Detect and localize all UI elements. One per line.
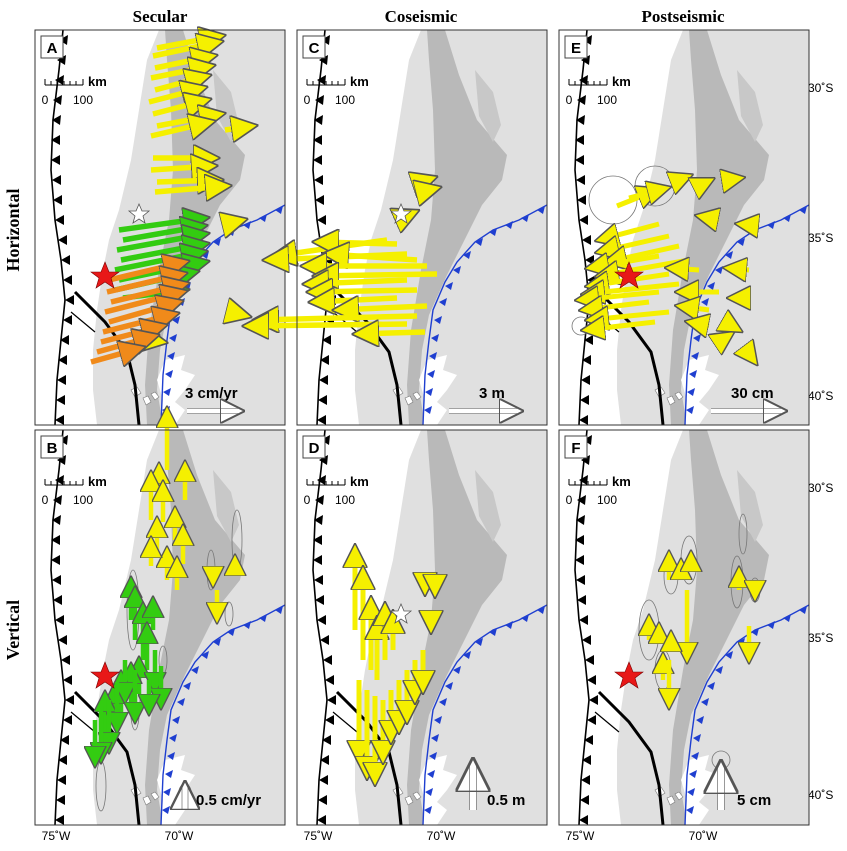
row-title-vertical: Vertical	[3, 600, 23, 660]
scale-max: 100	[73, 493, 93, 507]
scale-zero: 0	[42, 493, 49, 507]
lat-label-40s: 40˚S	[808, 788, 833, 802]
lon-label-75w: 75˚W	[42, 829, 71, 843]
column-title-secular: Secular	[133, 7, 188, 26]
panel-id-label: B	[47, 440, 58, 457]
scale-unit: km	[612, 474, 631, 489]
postseismic-horizontal-vectors	[579, 176, 759, 362]
lon-label-75w: 75˚W	[566, 829, 595, 843]
reference-site-icon	[127, 202, 151, 224]
panel-id-box	[302, 35, 326, 59]
reference-vector-label: 3 cm/yr	[185, 385, 238, 402]
km-scale-bar: km 0 100	[304, 474, 369, 507]
vertical-velocity-vectors	[95, 410, 235, 764]
panel-d: D km 0 100 0.5 m	[296, 429, 548, 826]
km-scale-bar: km 0 100	[42, 474, 107, 507]
lat-label-30s: 30˚S	[808, 81, 833, 95]
scale-unit: km	[612, 74, 631, 89]
scale-max: 100	[335, 493, 355, 507]
latitude-axis-top: 30˚S 35˚S 40˚S	[808, 81, 833, 403]
reference-vector-label: 0.5 cm/yr	[196, 792, 261, 809]
panel-f: F km 0 100 5 cm	[558, 429, 810, 826]
lat-label-35s: 35˚S	[808, 631, 833, 645]
lon-label-70w: 70˚W	[427, 829, 456, 843]
scale-unit: km	[88, 474, 107, 489]
panel-c: C km 0 100 3 m	[247, 29, 548, 426]
panel-id-box	[564, 35, 588, 59]
latitude-axis-bottom: 30˚S 35˚S 40˚S	[808, 481, 833, 802]
scale-zero: 0	[566, 93, 573, 107]
coseismic-vertical-vectors	[355, 548, 435, 782]
column-title-coseismic: Coseismic	[385, 7, 458, 26]
panel-id-box	[302, 435, 326, 459]
km-scale-bar: km 0 100	[566, 74, 631, 107]
lon-label-75w: 75˚W	[304, 829, 333, 843]
panel-id-label: D	[309, 440, 320, 457]
epicenter-star-icon	[614, 261, 644, 289]
lat-label-35s: 35˚S	[808, 231, 833, 245]
postseismic-vertical-vectors	[649, 554, 755, 706]
panel-a: A km 0 100 3 cm/yr	[34, 30, 286, 426]
coseismic-horizontal-vectors	[247, 178, 437, 334]
epicenter-star-icon	[90, 661, 120, 689]
panel-id-label: A	[47, 40, 58, 57]
panel-id-box	[564, 435, 588, 459]
scale-max: 100	[73, 93, 93, 107]
column-title-postseismic: Postseismic	[641, 7, 725, 26]
panel-id-label: E	[571, 40, 581, 57]
lon-label-70w: 70˚W	[689, 829, 718, 843]
panel-id-box	[40, 35, 64, 59]
panel-id-box	[40, 435, 64, 459]
row-title-horizontal: Horizontal	[3, 189, 23, 272]
scale-unit: km	[350, 74, 369, 89]
reference-vector-label: 0.5 m	[487, 792, 525, 809]
reference-vector-label: 30 cm	[731, 385, 774, 402]
scale-zero: 0	[304, 493, 311, 507]
horizontal-velocity-vectors	[90, 36, 253, 362]
km-scale-bar: km 0 100	[304, 74, 369, 107]
panel-id-label: C	[309, 40, 320, 57]
scale-unit: km	[88, 74, 107, 89]
scale-max: 100	[335, 93, 355, 107]
scale-zero: 0	[42, 93, 49, 107]
epicenter-star-icon	[614, 661, 644, 689]
lat-label-30s: 30˚S	[808, 481, 833, 495]
reference-site-icon	[389, 202, 413, 224]
lon-label-70w: 70˚W	[165, 829, 194, 843]
reference-site-icon	[389, 602, 413, 624]
reference-vector-label: 5 cm	[737, 792, 771, 809]
epicenter-star-icon	[90, 261, 120, 289]
longitude-axis: 75˚W 70˚W 75˚W 70˚W 75˚W 70˚W	[42, 829, 718, 843]
scale-zero: 0	[566, 493, 573, 507]
scale-zero: 0	[304, 93, 311, 107]
scale-max: 100	[597, 493, 617, 507]
panel-b: B km 0 100 0.5 cm/yr	[34, 410, 286, 826]
km-scale-bar: km 0 100	[42, 74, 107, 107]
km-scale-bar: km 0 100	[566, 474, 631, 507]
panel-e: E km 0 100 30 cm	[558, 29, 810, 426]
scale-max: 100	[597, 93, 617, 107]
lat-label-40s: 40˚S	[808, 389, 833, 403]
reference-vector-label: 3 m	[479, 385, 505, 402]
panel-id-label: F	[571, 440, 580, 457]
scale-unit: km	[350, 474, 369, 489]
